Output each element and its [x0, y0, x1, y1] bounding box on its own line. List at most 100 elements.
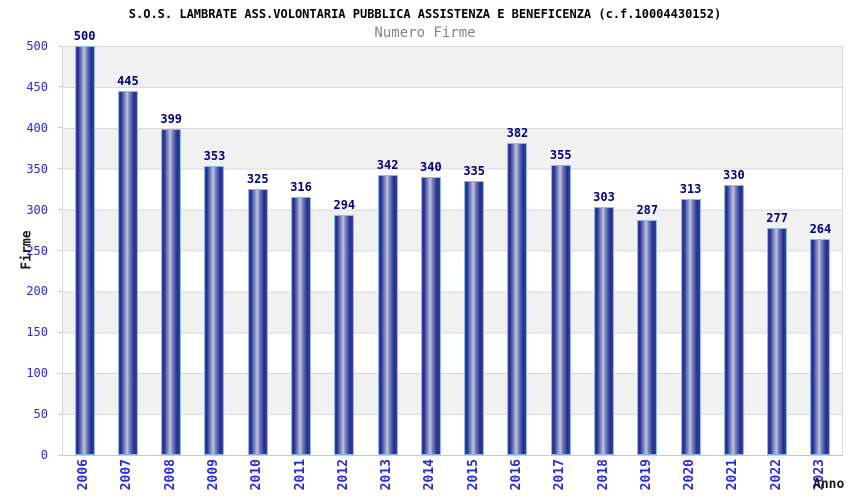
- bar-2015: 335: [463, 164, 485, 455]
- x-slot: 2015: [452, 459, 495, 500]
- bar-value-label: 382: [506, 125, 529, 140]
- x-slot: 2010: [235, 459, 278, 500]
- bar-value-label: 325: [246, 172, 269, 187]
- y-tick-mark: [58, 331, 62, 333]
- bar-2022: 277: [766, 211, 788, 455]
- bar-value-label: 335: [463, 163, 486, 178]
- bar-value-label: 277: [766, 211, 788, 226]
- y-axis: 500 450 400 350 300 250 200 150 100 50 0: [0, 39, 62, 462]
- x-tick-label: 2017: [552, 459, 568, 491]
- bar-2014: 340: [420, 160, 442, 455]
- bar-2013: 342: [377, 158, 398, 455]
- x-slot: 2017: [538, 459, 581, 500]
- bar-2009: 353: [204, 149, 225, 455]
- bar-slot-2012: 294: [323, 46, 366, 455]
- bar-value-label: 340: [420, 159, 442, 174]
- y-tick-label: 300: [26, 202, 48, 217]
- x-tick-label: 2007: [119, 459, 135, 491]
- bar-value-label: 294: [333, 197, 356, 212]
- x-tick-label: 2013: [379, 459, 395, 491]
- x-tick-label: 2015: [465, 459, 481, 491]
- bar-slot-2017: 355: [539, 46, 582, 455]
- bar-value-label: 445: [117, 74, 139, 88]
- bar-value-label: 287: [636, 203, 659, 218]
- bar-value-label: 264: [809, 222, 832, 237]
- x-tick-label: 2011: [292, 459, 308, 491]
- bar-slot-2022: 277: [756, 46, 799, 455]
- bar-value-label: 399: [160, 111, 183, 126]
- bar-2016: 382: [507, 126, 528, 455]
- x-slot: 2011: [278, 459, 321, 500]
- x-tick-label: 2022: [768, 459, 784, 491]
- bar-2018: 303: [593, 190, 615, 455]
- bar-2020: 313: [680, 182, 701, 455]
- x-tick-label: 2016: [508, 459, 524, 491]
- bar-slot-2020: 313: [669, 46, 712, 455]
- bar-2021: 330: [723, 168, 745, 455]
- bar-2008: 399: [160, 112, 182, 455]
- y-tick-label: 350: [26, 161, 48, 176]
- y-tick-label: 150: [26, 325, 48, 340]
- x-slot: 2008: [149, 459, 192, 500]
- bar-value-label: 303: [593, 190, 615, 205]
- bar-value-label: 342: [376, 158, 399, 173]
- y-tick-mark: [58, 45, 62, 47]
- x-slot: 2016: [495, 459, 538, 500]
- bar-slot-2015: 335: [453, 46, 496, 455]
- bar-slot-2014: 340: [409, 46, 452, 455]
- y-tick-mark: [58, 250, 62, 251]
- bar-slot-2013: 342: [366, 46, 409, 455]
- bar-2012: 294: [333, 198, 355, 455]
- bar-2019: 287: [636, 203, 658, 455]
- chart-subtitle: Numero Firme: [374, 25, 476, 41]
- x-slot: 2018: [581, 459, 624, 500]
- x-axis-title: Anno: [813, 477, 845, 492]
- y-tick-mark: [58, 454, 62, 456]
- y-tick-label: 400: [26, 120, 48, 135]
- y-tick-label: 200: [26, 284, 48, 299]
- x-slot: 2022: [755, 459, 798, 500]
- bars-row: 500 445 399 353 325 316 294 342 340 335 382 355 303 2…: [63, 29, 842, 455]
- x-tick-label: 2009: [205, 459, 221, 491]
- y-tick-label: 450: [26, 79, 48, 94]
- bar-2010: 325: [247, 172, 269, 455]
- bar-value-label: 330: [723, 168, 745, 183]
- y-tick-mark: [58, 127, 62, 129]
- bar-2007: 445: [117, 74, 139, 455]
- bar-2006: 500: [74, 29, 95, 455]
- x-axis: 2006 2007 2008 2009 2010 2011 2012 2013 2014 2015…: [62, 459, 841, 500]
- bar-value-label: 353: [203, 149, 226, 164]
- x-tick-label: 2014: [422, 459, 438, 491]
- x-slot: 2020: [668, 459, 711, 500]
- x-tick-label: 2019: [638, 459, 654, 491]
- bar-slot-2007: 445: [106, 46, 149, 455]
- x-slot: 2007: [105, 459, 148, 500]
- y-tick-mark: [58, 413, 62, 415]
- y-tick-label: 500: [26, 39, 48, 53]
- bar-slot-2023: 264: [799, 46, 842, 455]
- x-slot: 2009: [192, 459, 235, 500]
- x-tick-label: 2010: [249, 459, 265, 491]
- bar-slot-2010: 325: [236, 46, 279, 455]
- chart-title: S.O.S. LAMBRATE ASS.VOLONTARIA PUBBLICA …: [128, 7, 722, 21]
- bar-slot-2021: 330: [712, 46, 755, 455]
- x-slot: 2012: [322, 459, 365, 500]
- x-tick-label: 2008: [162, 459, 178, 491]
- bar-slot-2011: 316: [279, 46, 322, 455]
- x-tick-label: 2021: [725, 459, 741, 491]
- y-tick-label: 50: [33, 407, 48, 422]
- x-tick-label: 2006: [76, 459, 92, 491]
- bar-slot-2008: 399: [150, 46, 193, 455]
- bar-2017: 355: [550, 148, 572, 455]
- bar-slot-2016: 382: [496, 46, 539, 455]
- plot-area: 500 445 399 353 325 316 294 342 340 335 382 355 303 2…: [62, 29, 843, 456]
- x-slot: 2019: [625, 459, 668, 500]
- y-tick-mark: [58, 168, 62, 170]
- x-slot: 2014: [408, 459, 451, 500]
- x-tick-label: 2012: [335, 459, 351, 491]
- x-tick-label: 2018: [595, 459, 611, 491]
- y-tick-mark: [58, 372, 62, 374]
- bar-slot-2009: 353: [193, 46, 236, 455]
- bar-value-label: 313: [679, 181, 702, 196]
